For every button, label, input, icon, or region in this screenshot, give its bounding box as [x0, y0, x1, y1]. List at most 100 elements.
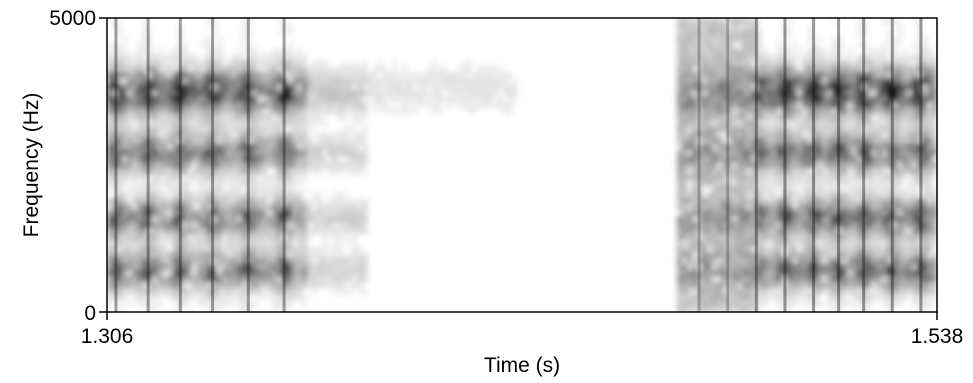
spectrogram-cell — [157, 210, 163, 217]
spectrogram-cell — [137, 258, 143, 265]
spectrogram-cell — [372, 96, 378, 103]
spectrogram-cell — [277, 234, 283, 241]
spectrogram-cell — [192, 210, 198, 217]
spectrogram-cell — [237, 246, 243, 253]
spectrogram-cell — [212, 78, 218, 85]
spectrogram-cell — [422, 72, 428, 79]
spectrogram-cell — [152, 150, 158, 157]
spectrogram-cell — [872, 264, 878, 271]
spectrogram-cell — [862, 126, 868, 133]
spectrogram-cell — [772, 288, 778, 295]
spectrogram-cell — [747, 156, 753, 163]
spectrogram-cell — [702, 126, 708, 133]
spectrogram-cell — [717, 132, 723, 139]
spectrogram-cell — [832, 96, 838, 103]
spectrogram-cell — [922, 168, 928, 175]
spectrogram-cell — [932, 84, 937, 91]
spectrogram-cell — [757, 264, 763, 271]
spectrogram-cell — [697, 168, 703, 175]
spectrogram-cell — [142, 84, 148, 91]
spectrogram-cell — [732, 72, 738, 79]
spectrogram-cell — [727, 54, 733, 61]
spectrogram-cell — [817, 180, 823, 187]
spectrogram-cell — [347, 108, 353, 115]
spectrogram-cell — [472, 72, 478, 79]
spectrogram-cell — [437, 108, 443, 115]
spectrogram-cell — [722, 132, 728, 139]
spectrogram-cell — [232, 270, 238, 277]
spectrogram-cell — [107, 288, 113, 295]
spectrogram-cell — [322, 234, 328, 241]
spectrogram-cell — [732, 138, 738, 145]
spectrogram-cell — [227, 222, 233, 229]
spectrogram-cell — [822, 174, 828, 181]
spectrogram-cell — [287, 54, 293, 61]
spectrogram-cell — [152, 54, 158, 61]
spectrogram-cell — [757, 276, 763, 283]
spectrogram-cell — [917, 36, 923, 43]
spectrogram-cell — [332, 246, 338, 253]
spectrogram-cell — [872, 132, 878, 139]
spectrogram-cell — [217, 48, 223, 55]
spectrogram-cell — [677, 114, 683, 121]
spectrogram-cell — [827, 222, 833, 229]
spectrogram-cell — [132, 180, 138, 187]
spectrogram-cell — [162, 204, 168, 211]
spectrogram-cell — [222, 240, 228, 247]
spectrogram-cell — [852, 102, 858, 109]
spectrogram-cell — [492, 84, 498, 91]
spectrogram-cell — [142, 204, 148, 211]
spectrogram-cell — [792, 228, 798, 235]
spectrogram-cell — [177, 216, 183, 223]
spectrogram-cell — [842, 90, 848, 97]
spectrogram-cell — [782, 150, 788, 157]
spectrogram-cell — [207, 96, 213, 103]
spectrogram-cell — [902, 60, 908, 67]
spectrogram-cell — [177, 126, 183, 133]
spectrogram-cell — [802, 180, 808, 187]
spectrogram-cell — [852, 186, 858, 193]
spectrogram-cell — [687, 54, 693, 61]
spectrogram-cell — [762, 294, 768, 301]
spectrogram-cell — [142, 252, 148, 259]
spectrogram-cell — [227, 72, 233, 79]
spectrogram-cell — [802, 198, 808, 205]
spectrogram-cell — [277, 102, 283, 109]
spectrogram-cell — [727, 222, 733, 229]
spectrogram-cell — [107, 228, 113, 235]
spectrogram-cell — [852, 120, 858, 127]
spectrogram-cell — [202, 294, 208, 301]
spectrogram-cell — [142, 126, 148, 133]
spectrogram-cell — [172, 96, 178, 103]
spectrogram-cell — [872, 96, 878, 103]
spectrogram-cell — [912, 222, 918, 229]
spectrogram-cell — [702, 72, 708, 79]
spectrogram-cell — [737, 84, 743, 91]
spectrogram-cell — [172, 306, 178, 312]
spectrogram-cell — [792, 138, 798, 145]
spectrogram-cell — [202, 168, 208, 175]
spectrogram-cell — [782, 54, 788, 61]
spectrogram-cell — [912, 240, 918, 247]
spectrogram-cell — [257, 54, 263, 61]
spectrogram-cell — [777, 114, 783, 121]
spectrogram-cell — [262, 234, 268, 241]
spectrogram-cell — [302, 168, 308, 175]
spectrogram-cell — [147, 48, 153, 55]
spectrogram-cell — [232, 96, 238, 103]
spectrogram-cell — [687, 18, 693, 25]
spectrogram-cell — [722, 234, 728, 241]
spectrogram-cell — [257, 186, 263, 193]
spectrogram-cell — [717, 108, 723, 115]
spectrogram-cell — [237, 252, 243, 259]
spectrogram-cell — [802, 216, 808, 223]
spectrogram-cell — [782, 234, 788, 241]
spectrogram-cell — [717, 282, 723, 289]
spectrogram-cell — [227, 204, 233, 211]
spectrogram-cell — [887, 264, 893, 271]
spectrogram-cell — [827, 132, 833, 139]
spectrogram-cell — [777, 150, 783, 157]
spectrogram-cell — [242, 30, 248, 37]
spectrogram-cell — [897, 126, 903, 133]
spectrogram-cell — [787, 96, 793, 103]
